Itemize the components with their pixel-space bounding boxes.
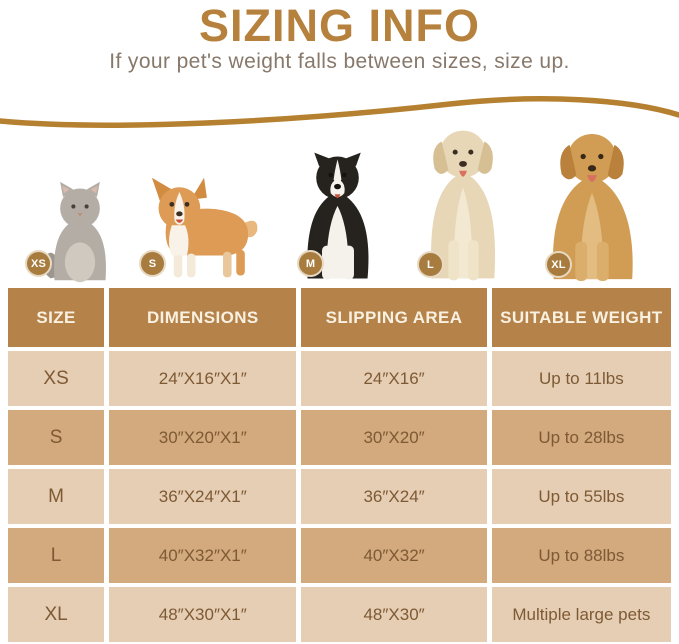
size-badge-l: L bbox=[417, 251, 444, 278]
size-badge-xl: XL bbox=[545, 251, 572, 278]
page-subtitle: If your pet's weight falls between sizes… bbox=[109, 50, 570, 73]
table-cell-size: S bbox=[8, 410, 105, 465]
table-cell-dimensions: 30″X20″X1″ bbox=[109, 410, 297, 465]
table-cell-dimensions: 48″X30″X1″ bbox=[109, 587, 297, 642]
table-cell-dimensions: 36″X24″X1″ bbox=[109, 469, 297, 524]
golden-retriever-xl-image bbox=[552, 133, 633, 282]
table-cell-suitable-weight: Up to 11lbs bbox=[491, 351, 671, 406]
light-golden-retriever-l-image bbox=[431, 130, 496, 281]
table-cell-size: XL bbox=[8, 587, 105, 642]
table-cell-size: M bbox=[8, 469, 105, 524]
column-header-dimensions: DIMENSIONS bbox=[109, 288, 297, 347]
table-cell-dimensions: 24″X16″X1″ bbox=[109, 351, 297, 406]
table-cell-slipping-area: 36″X24″ bbox=[301, 469, 487, 524]
table-cell-suitable-weight: Multiple large pets bbox=[491, 587, 671, 642]
table-cell-slipping-area: 24″X16″ bbox=[301, 351, 487, 406]
page-title: SIZING INFO bbox=[199, 0, 480, 51]
table-cell-suitable-weight: Up to 55lbs bbox=[491, 469, 671, 524]
cat-xs-image bbox=[43, 181, 106, 283]
table-cell-suitable-weight: Up to 88lbs bbox=[491, 528, 671, 583]
table-cell-size: XS bbox=[8, 351, 105, 406]
column-header-suitable-weight: SUITABLE WEIGHT bbox=[491, 288, 671, 347]
sizing-table: SIZE DIMENSIONS SLIPPING AREA SUITABLE W… bbox=[8, 288, 671, 642]
table-cell-dimensions: 40″X32″X1″ bbox=[109, 528, 297, 583]
pet-size-examples: XS S M L XL bbox=[0, 118, 679, 288]
table-cell-size: L bbox=[8, 528, 105, 583]
decorative-wave bbox=[0, 96, 679, 128]
table-cell-slipping-area: 40″X32″ bbox=[301, 528, 487, 583]
size-badge-m: M bbox=[297, 250, 324, 277]
size-badge-xs: XS bbox=[25, 250, 52, 277]
column-header-size: SIZE bbox=[8, 288, 105, 347]
corgi-s-image bbox=[151, 177, 258, 278]
table-cell-suitable-weight: Up to 28lbs bbox=[491, 410, 671, 465]
size-badge-s: S bbox=[139, 250, 166, 277]
table-cell-slipping-area: 48″X30″ bbox=[301, 587, 487, 642]
table-cell-slipping-area: 30″X20″ bbox=[301, 410, 487, 465]
column-header-slipping-area: SLIPPING AREA bbox=[301, 288, 487, 347]
